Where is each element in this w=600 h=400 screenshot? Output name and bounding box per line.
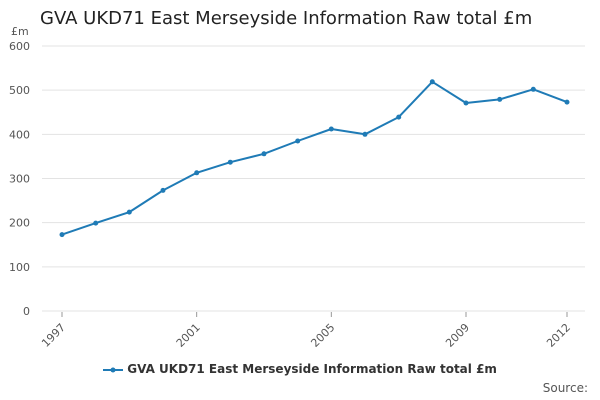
x-tick-label: 1997 (39, 321, 68, 350)
y-tick-label: 500 (9, 84, 30, 97)
data-point-2010[interactable] (497, 96, 503, 102)
data-point-2008[interactable] (429, 79, 435, 85)
y-tick-label: 0 (23, 305, 30, 318)
chart-title: GVA UKD71 East Merseyside Information Ra… (40, 8, 533, 29)
y-tick-label: 600 (9, 40, 30, 53)
data-point-1998[interactable] (93, 220, 99, 226)
source-label: Source: (542, 381, 588, 395)
data-point-1999[interactable] (126, 209, 132, 215)
x-tick-label: 2005 (308, 321, 337, 350)
data-point-1997[interactable] (59, 232, 65, 238)
data-point-2004[interactable] (295, 138, 301, 144)
series-group (59, 79, 570, 238)
data-point-2007[interactable] (396, 114, 402, 120)
data-point-2011[interactable] (530, 86, 536, 92)
y-tick-label: 400 (9, 128, 30, 141)
data-point-2000[interactable] (160, 187, 166, 193)
grid-lines (42, 45, 585, 312)
y-axis-ticks: 0 100 200 300 400 500 600 (9, 40, 30, 318)
y-axis-unit-label: £m (11, 25, 29, 38)
data-point-2005[interactable] (328, 126, 334, 132)
x-tick-label: 2001 (174, 321, 203, 350)
data-point-2009[interactable] (463, 100, 469, 106)
y-tick-label: 300 (9, 173, 30, 186)
legend-label: GVA UKD71 East Merseyside Information Ra… (127, 362, 497, 376)
x-tick-label: 2012 (544, 321, 573, 350)
legend-line-marker-icon (103, 367, 124, 372)
data-point-2002[interactable] (227, 159, 233, 165)
series-line-0 (61, 80, 568, 236)
data-point-2012[interactable] (564, 99, 570, 105)
x-tick-label: 2009 (443, 321, 472, 350)
x-axis-ticks: 1997 2001 2005 2009 2012 (39, 312, 573, 350)
data-point-2003[interactable] (261, 151, 267, 157)
data-point-2001[interactable] (194, 170, 200, 176)
y-tick-label: 100 (9, 261, 30, 274)
legend[interactable]: GVA UKD71 East Merseyside Information Ra… (0, 362, 600, 376)
y-tick-label: 200 (9, 217, 30, 230)
data-point-2006[interactable] (362, 131, 368, 137)
